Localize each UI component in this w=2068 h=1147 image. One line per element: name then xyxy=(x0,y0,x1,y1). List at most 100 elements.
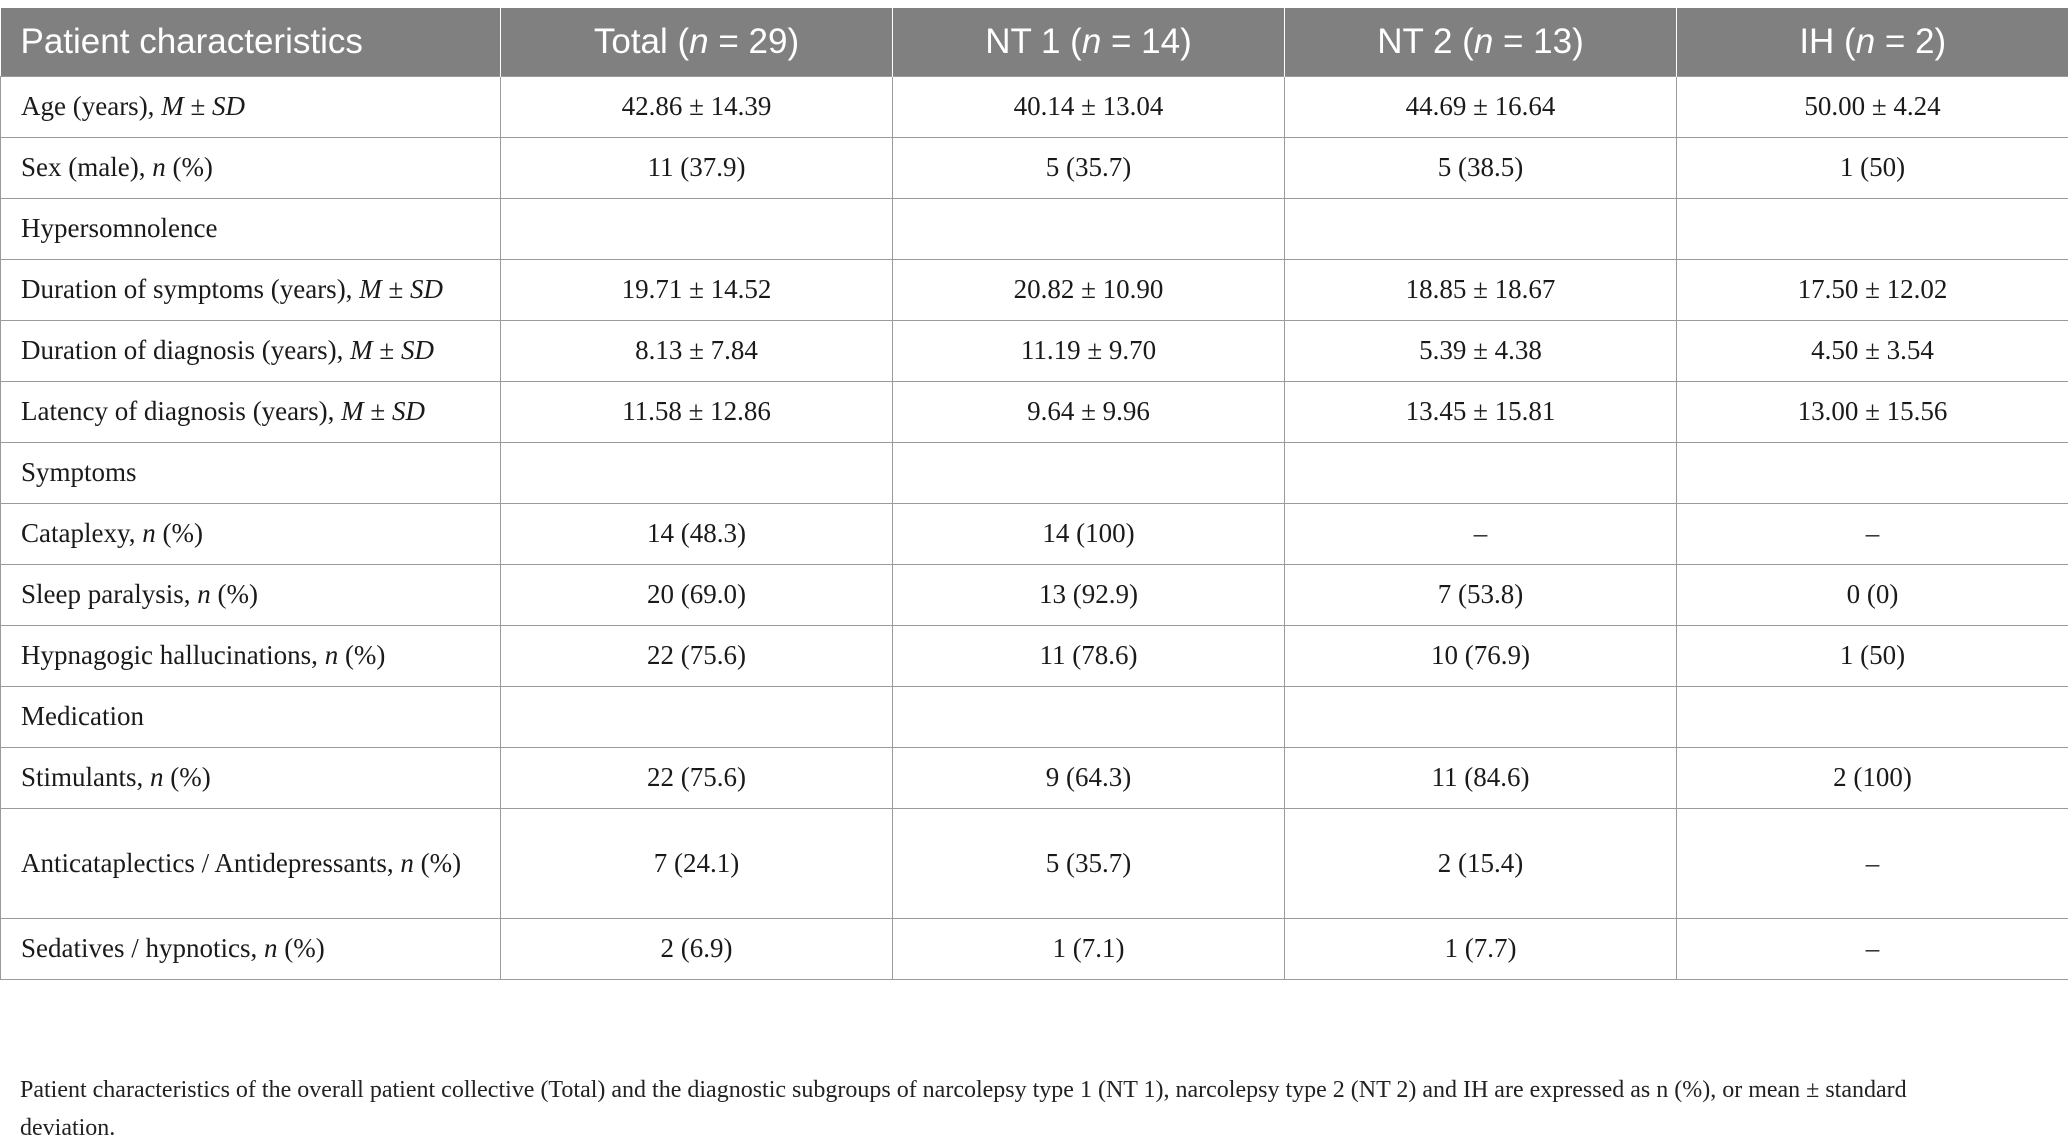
table-row-section: Symptoms xyxy=(1,443,2068,504)
row-label-stat: n xyxy=(150,762,164,792)
header-ih-count: = 2) xyxy=(1875,22,1946,61)
row-label: Sedatives / hypnotics, n (%) xyxy=(1,919,501,980)
cell-nt2: 5.39 ± 4.38 xyxy=(1285,321,1677,382)
cell-total xyxy=(501,687,893,748)
row-label-stat: n xyxy=(152,152,166,182)
cell-ih xyxy=(1677,687,2068,748)
cell-ih: – xyxy=(1677,919,2068,980)
cell-ih: 17.50 ± 12.02 xyxy=(1677,260,2068,321)
table-row: Duration of diagnosis (years), M ± SD 8.… xyxy=(1,321,2068,382)
row-label-text: Medication xyxy=(21,701,144,731)
characteristics-table-container: Patient characteristics Total ( n = 29) N… xyxy=(0,8,2068,980)
header-nt1: NT 1 (n = 14) xyxy=(893,8,1285,77)
cell-ih: 0 (0) xyxy=(1677,565,2068,626)
header-ih: IH (n = 2) xyxy=(1677,8,2068,77)
cell-total: 22 (75.6) xyxy=(501,748,893,809)
row-label-stat: n xyxy=(400,848,414,878)
section-label-medication: Medication xyxy=(1,687,501,748)
cell-nt1: 20.82 ± 10.90 xyxy=(893,260,1285,321)
row-label-tail: (%) xyxy=(211,579,258,609)
row-label-text: Duration of diagnosis (years), xyxy=(21,335,350,365)
row-label-stat: M xyxy=(341,396,364,426)
table-row-section: Medication xyxy=(1,687,2068,748)
cell-nt1: 9.64 ± 9.96 xyxy=(893,382,1285,443)
cell-total: 7 (24.1) xyxy=(501,809,893,919)
cell-nt1: 11 (78.6) xyxy=(893,626,1285,687)
row-label-stat2: SD xyxy=(410,274,443,304)
header-nt1-label: NT 1 ( xyxy=(985,22,1082,61)
table-row: Sleep paralysis, n (%) 20 (69.0) 13 (92.… xyxy=(1,565,2068,626)
cell-nt1: 40.14 ± 13.04 xyxy=(893,77,1285,138)
cell-nt1: 5 (35.7) xyxy=(893,809,1285,919)
header-total-count: = 29) xyxy=(709,22,799,61)
cell-nt2: 11 (84.6) xyxy=(1285,748,1677,809)
row-label-tail: (%) xyxy=(414,848,461,878)
cell-nt2: 44.69 ± 16.64 xyxy=(1285,77,1677,138)
table-row-section: Hypersomnolence xyxy=(1,199,2068,260)
cell-nt2: 7 (53.8) xyxy=(1285,565,1677,626)
header-total-label: Total ( xyxy=(594,22,689,61)
row-label-stat: n xyxy=(264,933,278,963)
cell-nt1: 14 (100) xyxy=(893,504,1285,565)
row-label-stat2: SD xyxy=(212,91,245,121)
header-nt1-n-symbol: n xyxy=(1082,22,1101,61)
header-patient-characteristics: Patient characteristics xyxy=(1,8,501,77)
cell-nt1: 9 (64.3) xyxy=(893,748,1285,809)
row-label-text: Duration of symptoms (years), xyxy=(21,274,359,304)
row-label: Sex (male), n (%) xyxy=(1,138,501,199)
row-label-tail: (%) xyxy=(166,152,213,182)
cell-total: 2 (6.9) xyxy=(501,919,893,980)
cell-nt1: 13 (92.9) xyxy=(893,565,1285,626)
row-label-text: Sleep paralysis, xyxy=(21,579,197,609)
cell-ih xyxy=(1677,443,2068,504)
row-label-stat: M xyxy=(359,274,382,304)
row-label-text: Sex (male), xyxy=(21,152,152,182)
row-label-tail: (%) xyxy=(156,518,203,548)
cell-ih: 2 (100) xyxy=(1677,748,2068,809)
cell-total: 8.13 ± 7.84 xyxy=(501,321,893,382)
cell-nt2 xyxy=(1285,199,1677,260)
row-label-pm: ± xyxy=(382,274,410,304)
header-nt2: NT 2 (n = 13) xyxy=(1285,8,1677,77)
row-label-text: Hypersomnolence xyxy=(21,213,217,243)
row-label: Anticataplectics / Antidepressants, n (%… xyxy=(1,809,501,919)
cell-nt2: 1 (7.7) xyxy=(1285,919,1677,980)
cell-total xyxy=(501,199,893,260)
cell-nt1 xyxy=(893,687,1285,748)
row-label: Cataplexy, n (%) xyxy=(1,504,501,565)
row-label-pm: ± xyxy=(373,335,401,365)
row-label: Duration of symptoms (years), M ± SD xyxy=(1,260,501,321)
cell-total: 14 (48.3) xyxy=(501,504,893,565)
cell-ih: 1 (50) xyxy=(1677,626,2068,687)
row-label-stat: M xyxy=(350,335,373,365)
cell-nt2 xyxy=(1285,443,1677,504)
header-nt2-count: = 13) xyxy=(1493,22,1583,61)
row-label-text: Hypnagogic hallucinations, xyxy=(21,640,325,670)
cell-total: 20 (69.0) xyxy=(501,565,893,626)
cell-nt2: – xyxy=(1285,504,1677,565)
section-label-symptoms: Symptoms xyxy=(1,443,501,504)
row-label: Stimulants, n (%) xyxy=(1,748,501,809)
cell-nt2: 10 (76.9) xyxy=(1285,626,1677,687)
row-label-text: Sedatives / hypnotics, xyxy=(21,933,264,963)
cell-nt1: 11.19 ± 9.70 xyxy=(893,321,1285,382)
cell-total: 22 (75.6) xyxy=(501,626,893,687)
row-label-text: Age (years), xyxy=(21,91,161,121)
table-row: Age (years), M ± SD 42.86 ± 14.39 40.14 … xyxy=(1,77,2068,138)
row-label-stat: M xyxy=(161,91,184,121)
patient-characteristics-table: Patient characteristics Total ( n = 29) N… xyxy=(0,8,2068,980)
cell-total: 11 (37.9) xyxy=(501,138,893,199)
cell-ih: – xyxy=(1677,504,2068,565)
table-row: Cataplexy, n (%) 14 (48.3) 14 (100) – – xyxy=(1,504,2068,565)
row-label-tail: (%) xyxy=(164,762,211,792)
header-row: Patient characteristics Total ( n = 29) N… xyxy=(1,8,2068,77)
row-label-text: Anticataplectics / Antidepressants, xyxy=(21,848,400,878)
header-ih-n-symbol: n xyxy=(1856,22,1875,61)
row-label-stat2: SD xyxy=(392,396,425,426)
cell-ih: 4.50 ± 3.54 xyxy=(1677,321,2068,382)
row-label-pm: ± xyxy=(364,396,392,426)
row-label-stat2: SD xyxy=(401,335,434,365)
header-nt2-n-symbol: n xyxy=(1474,22,1493,61)
table-row: Stimulants, n (%) 22 (75.6) 9 (64.3) 11 … xyxy=(1,748,2068,809)
cell-ih: – xyxy=(1677,809,2068,919)
